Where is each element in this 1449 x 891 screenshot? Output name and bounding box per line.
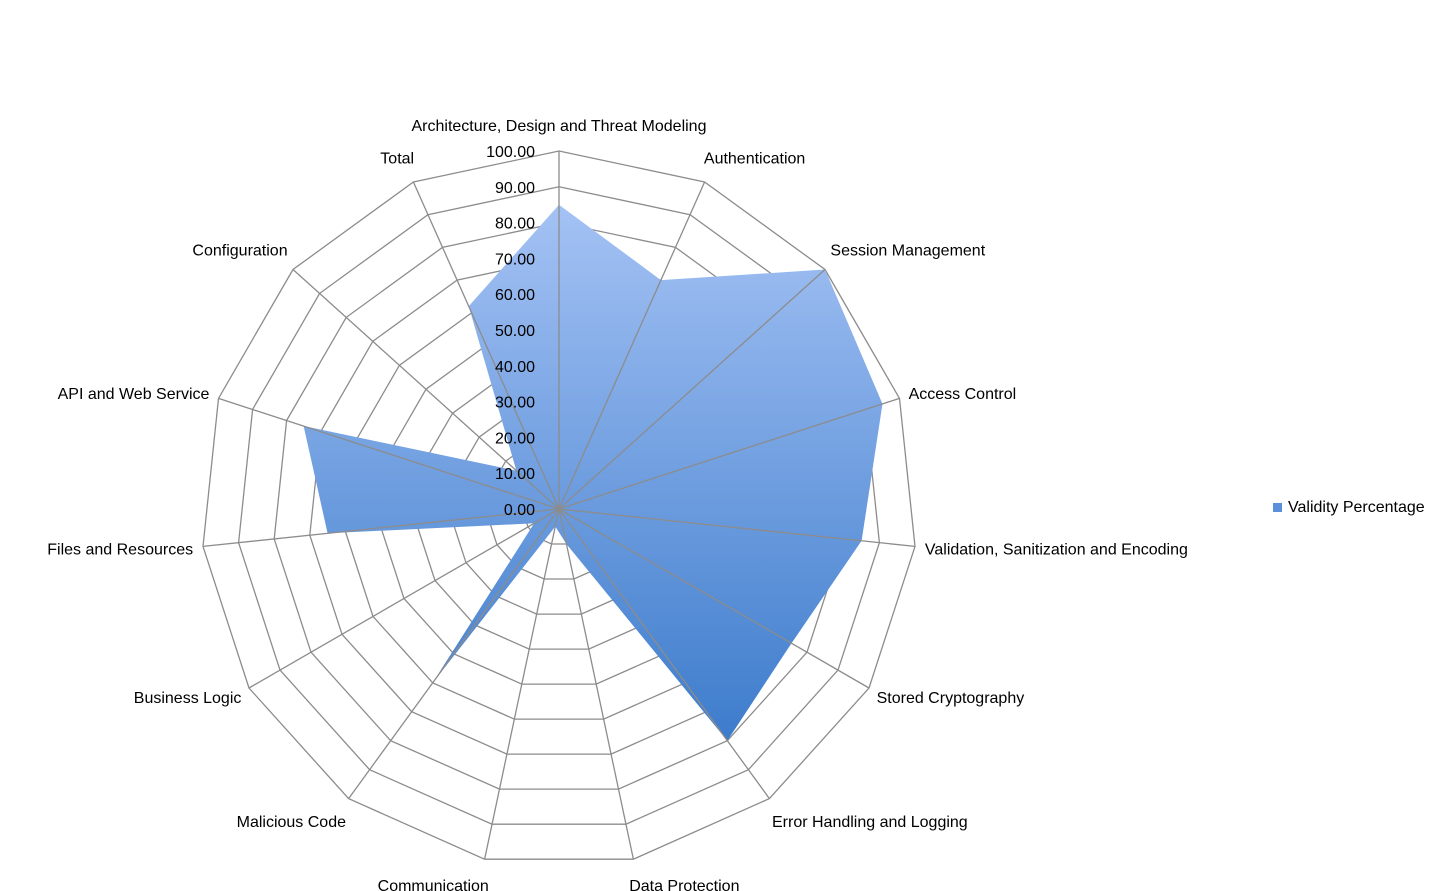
legend-label: Validity Percentage <box>1288 499 1425 516</box>
category-label: Configuration <box>192 242 287 259</box>
tick-label: 100.00 <box>486 144 535 161</box>
category-label: Malicious Code <box>237 814 346 831</box>
tick-label: 80.00 <box>495 216 535 233</box>
category-label: Business Logic <box>134 690 242 707</box>
category-label: Stored Cryptography <box>877 690 1025 707</box>
tick-label: 90.00 <box>495 180 535 197</box>
tick-label: 30.00 <box>495 395 535 412</box>
spoke <box>558 508 916 548</box>
tick-label: 20.00 <box>495 430 535 447</box>
category-label: Files and Resources <box>47 541 193 558</box>
radial-axis-ticks: 0.00 10.00 20.00 30.00 40.00 50.00 60.00 70.00 8… <box>486 144 535 519</box>
spoke <box>558 508 635 860</box>
grid-ring <box>202 150 916 860</box>
tick-label: 70.00 <box>495 251 535 268</box>
series-layer <box>303 204 883 741</box>
category-label: Error Handling and Logging <box>772 814 968 831</box>
category-label: Total <box>380 151 414 168</box>
series-area <box>303 204 883 741</box>
category-label: Communication <box>378 878 489 891</box>
spoke <box>248 508 560 689</box>
tick-label: 0.00 <box>504 502 535 519</box>
spoke <box>218 397 560 510</box>
category-label: Access Control <box>909 386 1017 403</box>
category-labels: Architecture, Design and Threat Modeling… <box>47 118 1188 891</box>
category-label: Architecture, Design and Threat Modeling <box>412 118 707 135</box>
spoke <box>483 508 560 860</box>
tick-label: 40.00 <box>495 359 535 376</box>
category-label: Authentication <box>704 151 805 168</box>
spoke <box>348 508 560 799</box>
category-label: Validation, Sanitization and Encoding <box>925 541 1188 558</box>
spoke <box>202 508 560 548</box>
tick-label: 60.00 <box>495 287 535 304</box>
category-label: Session Management <box>830 242 985 259</box>
tick-label: 50.00 <box>495 323 535 340</box>
spoke <box>558 508 770 799</box>
category-label: Data Protection <box>629 878 739 891</box>
legend: Validity Percentage <box>1273 499 1425 516</box>
tick-label: 10.00 <box>495 466 535 483</box>
spoke <box>558 508 870 689</box>
spoke <box>558 181 706 510</box>
spoke <box>292 269 560 510</box>
spoke <box>558 397 900 510</box>
category-label: API and Web Service <box>58 386 210 403</box>
radar-spokes <box>202 151 916 860</box>
spoke <box>412 181 560 510</box>
spoke <box>558 269 826 510</box>
legend-marker <box>1273 503 1282 512</box>
